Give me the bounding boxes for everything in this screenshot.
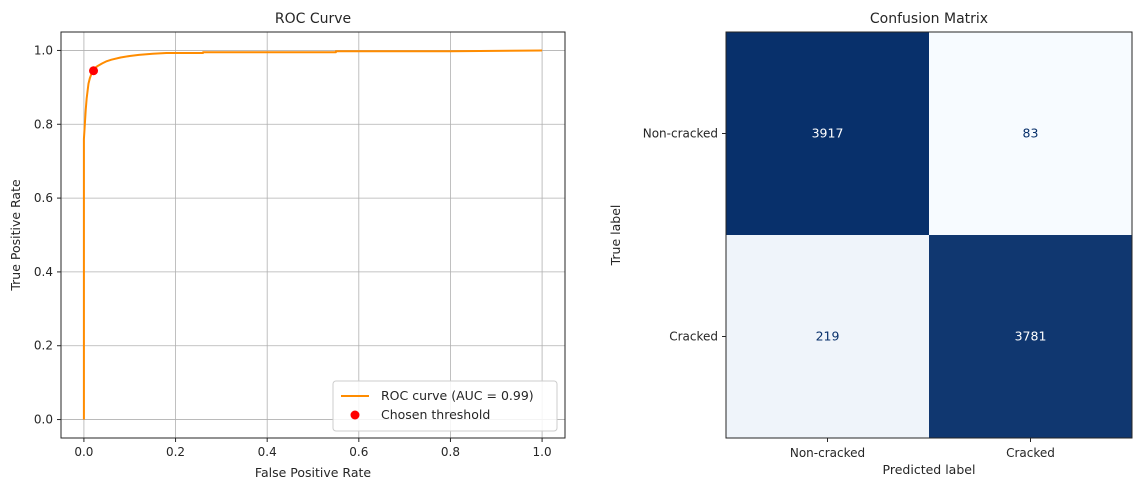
x-tick-label: 0.2	[166, 445, 185, 459]
legend-entry-threshold: Chosen threshold	[381, 407, 490, 422]
x-tick-label: 0.0	[74, 445, 93, 459]
legend-entry-roc: ROC curve (AUC = 0.99)	[381, 388, 534, 403]
cm-cell	[726, 235, 929, 438]
legend-box	[332, 380, 558, 432]
y-tick-label: 1.0	[34, 43, 53, 57]
roc-title: ROC Curve	[275, 11, 351, 27]
y-tick-label: 0.6	[34, 191, 53, 205]
x-tick-label: 1.0	[533, 445, 552, 459]
roc-ylabel: True Positive Rate	[8, 179, 23, 292]
cm-frame	[725, 31, 1133, 439]
roc-plot-frame	[60, 31, 566, 439]
x-tick-label: 0.8	[441, 445, 460, 459]
roc-grid	[61, 32, 565, 438]
roc-chart: ROC Curve 0.0 0.2 0.4 0.6 0.8 1.0 0.0 0.2 0.4 0.6…	[8, 11, 566, 480]
cm-x-tick-label: Non-cracked	[790, 446, 865, 460]
y-tick-label: 0.8	[34, 117, 53, 131]
cm-xlabel: Predicted label	[883, 462, 976, 477]
cm-cell-value: 3917	[812, 126, 844, 141]
cm-x-tick-label: Cracked	[1006, 446, 1055, 460]
roc-curve-line	[82, 49, 543, 420]
confusion-matrix-chart: Confusion Matrix 3917 83 219 3781 Non-crack…	[608, 11, 1133, 477]
x-tick-label: 0.6	[349, 445, 368, 459]
cm-y-tick-label: Cracked	[669, 330, 718, 344]
cm-ylabel: True label	[608, 205, 623, 267]
roc-xlabel: False Positive Rate	[255, 465, 371, 480]
legend-marker-swatch	[350, 410, 360, 420]
x-tick-label: 0.4	[258, 445, 277, 459]
y-tick-label: 0.0	[34, 413, 53, 427]
y-tick-label: 0.4	[34, 265, 53, 279]
cm-cell	[929, 32, 1132, 235]
roc-legend: ROC curve (AUC = 0.99) Chosen threshold	[332, 380, 558, 432]
roc-series	[82, 49, 543, 420]
cm-cell-value: 219	[816, 329, 840, 344]
cm-title: Confusion Matrix	[870, 11, 988, 27]
y-tick-label: 0.2	[34, 339, 53, 353]
cm-y-tick-label: Non-cracked	[643, 127, 718, 141]
cm-cells: 3917 83 219 3781	[726, 32, 1132, 438]
cm-ticks: Non-cracked Cracked Non-cracked Cracked	[643, 127, 1055, 461]
cm-cell-value: 83	[1023, 126, 1039, 141]
cm-cell-value: 3781	[1015, 329, 1047, 344]
cm-cell	[929, 235, 1132, 438]
chosen-threshold-point	[89, 66, 99, 76]
roc-ticks: 0.0 0.2 0.4 0.6 0.8 1.0 0.0 0.2 0.4 0.6 0.8 1.0	[34, 43, 552, 459]
cm-cell	[726, 32, 929, 235]
